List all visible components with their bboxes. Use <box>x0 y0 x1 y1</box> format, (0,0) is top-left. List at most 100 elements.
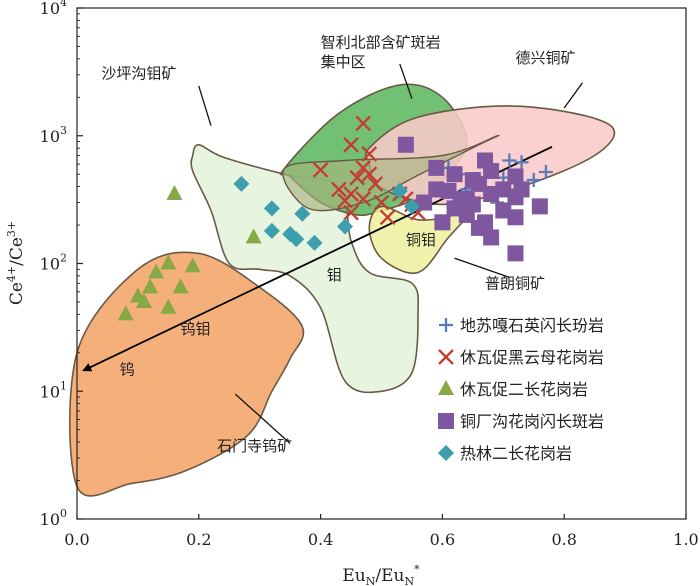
point-3-12 <box>446 200 463 217</box>
x-axis-label-sub1: N <box>366 575 376 586</box>
leader-line-6 <box>454 257 510 278</box>
point-3-8 <box>428 181 445 198</box>
point-1-5 <box>361 166 378 183</box>
point-4-8 <box>391 182 408 199</box>
annotation-1: 集中区 <box>321 53 366 71</box>
point-3-26 <box>507 245 524 262</box>
point-1-13 <box>343 204 359 221</box>
x-tick-label-2: 0.4 <box>308 530 333 549</box>
y-axis-ticks: 100 101 102 103 104 <box>40 0 83 529</box>
point-3-0 <box>397 136 414 153</box>
leader-line-9 <box>234 393 291 444</box>
legend-label-4: 热林二长花岗岩 <box>460 444 572 463</box>
point-3-18 <box>458 206 475 223</box>
point-3-17 <box>513 181 530 198</box>
y-tick-label-2: 102 <box>40 252 67 274</box>
legend-label-3: 铜厂沟花岗闪长斑岩 <box>460 412 604 431</box>
point-3-25 <box>483 229 500 246</box>
y-axis-label-sup1: 4+ <box>5 266 18 282</box>
point-3-15 <box>495 181 512 198</box>
point-2-4 <box>148 263 165 279</box>
point-2-2 <box>160 254 177 270</box>
leader-line-0 <box>399 63 413 99</box>
point-3-20 <box>495 202 512 219</box>
point-1-8 <box>331 181 347 198</box>
point-1-6 <box>349 169 365 186</box>
legend-marker-0 <box>439 318 453 332</box>
annotation-4: 钼 <box>327 266 342 284</box>
point-0-7 <box>538 165 553 180</box>
legend-marker-3 <box>438 413 454 429</box>
y-tick-label-4: 104 <box>40 0 67 18</box>
point-3-9 <box>440 182 457 199</box>
annotation-2: 德兴铜矿 <box>515 49 575 67</box>
legend-label-2: 休瓦促二长花岗岩 <box>460 380 588 399</box>
point-2-9 <box>160 298 177 314</box>
point-1-17 <box>379 209 396 226</box>
region-0 <box>68 251 305 497</box>
point-2-8 <box>135 292 152 308</box>
annotation-3: 沙坪沟钼矿 <box>101 65 176 83</box>
y-tick-label-1: 101 <box>40 379 67 401</box>
x-tick-label-4: 0.8 <box>551 530 576 549</box>
x-axis-label-mid: /Eu <box>375 566 404 586</box>
point-3-7 <box>507 168 524 185</box>
point-1-10 <box>337 192 353 209</box>
y-axis-label-mid: /Ce <box>7 237 27 266</box>
legend-marker-1 <box>438 349 454 365</box>
point-4-9 <box>403 198 420 215</box>
x-axis-label-sup: * <box>414 563 420 576</box>
y-axis-label-sup2: 3+ <box>5 221 18 237</box>
data-points <box>117 115 553 321</box>
x-tick-label-5: 1.0 <box>673 530 698 549</box>
point-3-1 <box>428 159 445 176</box>
y-axis-label: Ce4+/Ce3+ <box>5 221 27 305</box>
point-2-0 <box>166 184 183 200</box>
x-axis-ticks: 0.0 0.2 0.4 0.6 0.8 1.0 <box>64 514 699 549</box>
point-3-21 <box>507 209 524 226</box>
point-2-1 <box>245 228 262 244</box>
x-axis-label-main: Eu <box>342 566 365 586</box>
point-3-27 <box>458 190 475 207</box>
point-1-3 <box>361 146 378 162</box>
legend: 地苏嘎石英闪长玢岩休瓦促黑云母花岗岩休瓦促二长花岗岩铜厂沟花岗闪长斑岩热林二长花… <box>438 316 604 463</box>
point-2-5 <box>142 278 159 294</box>
point-3-24 <box>531 198 548 215</box>
x-axis-label-sub2: N <box>404 575 414 586</box>
annotation-7: 钨钼 <box>181 320 211 338</box>
point-4-2 <box>294 205 311 222</box>
point-4-3 <box>263 222 280 239</box>
point-3-14 <box>483 185 500 202</box>
point-4-6 <box>306 234 323 251</box>
legend-label-0: 地苏嘎石英闪长玢岩 <box>460 316 604 335</box>
point-3-23 <box>470 219 487 236</box>
annotation-5: 铜钼 <box>406 231 436 249</box>
point-4-0 <box>233 175 250 192</box>
point-0-6 <box>526 173 541 188</box>
x-tick-label-3: 0.6 <box>430 530 455 549</box>
x-tick-label-1: 0.2 <box>186 530 211 549</box>
annotation-8: 钨 <box>120 361 135 379</box>
leader-line-3 <box>198 85 212 126</box>
point-3-6 <box>470 175 487 192</box>
leader-line-2 <box>563 82 583 109</box>
x-tick-label-0: 0.0 <box>64 530 89 549</box>
region-4 <box>368 201 480 274</box>
point-1-12 <box>373 194 390 211</box>
point-3-5 <box>483 162 500 179</box>
point-1-7 <box>367 176 384 192</box>
point-1-1 <box>355 115 372 132</box>
y-tick-label-0: 100 <box>40 507 67 529</box>
annotation-9: 石门寺钨矿 <box>217 437 292 455</box>
y-axis-label-main: Ce <box>7 282 27 305</box>
point-3-22 <box>434 214 451 231</box>
point-4-1 <box>263 200 280 217</box>
point-1-0 <box>312 162 329 178</box>
point-3-3 <box>446 166 463 183</box>
x-axis-label: EuN/EuN* <box>342 563 420 586</box>
point-1-11 <box>355 191 372 207</box>
point-0-5 <box>514 155 529 170</box>
y-tick-label-3: 103 <box>40 124 67 146</box>
